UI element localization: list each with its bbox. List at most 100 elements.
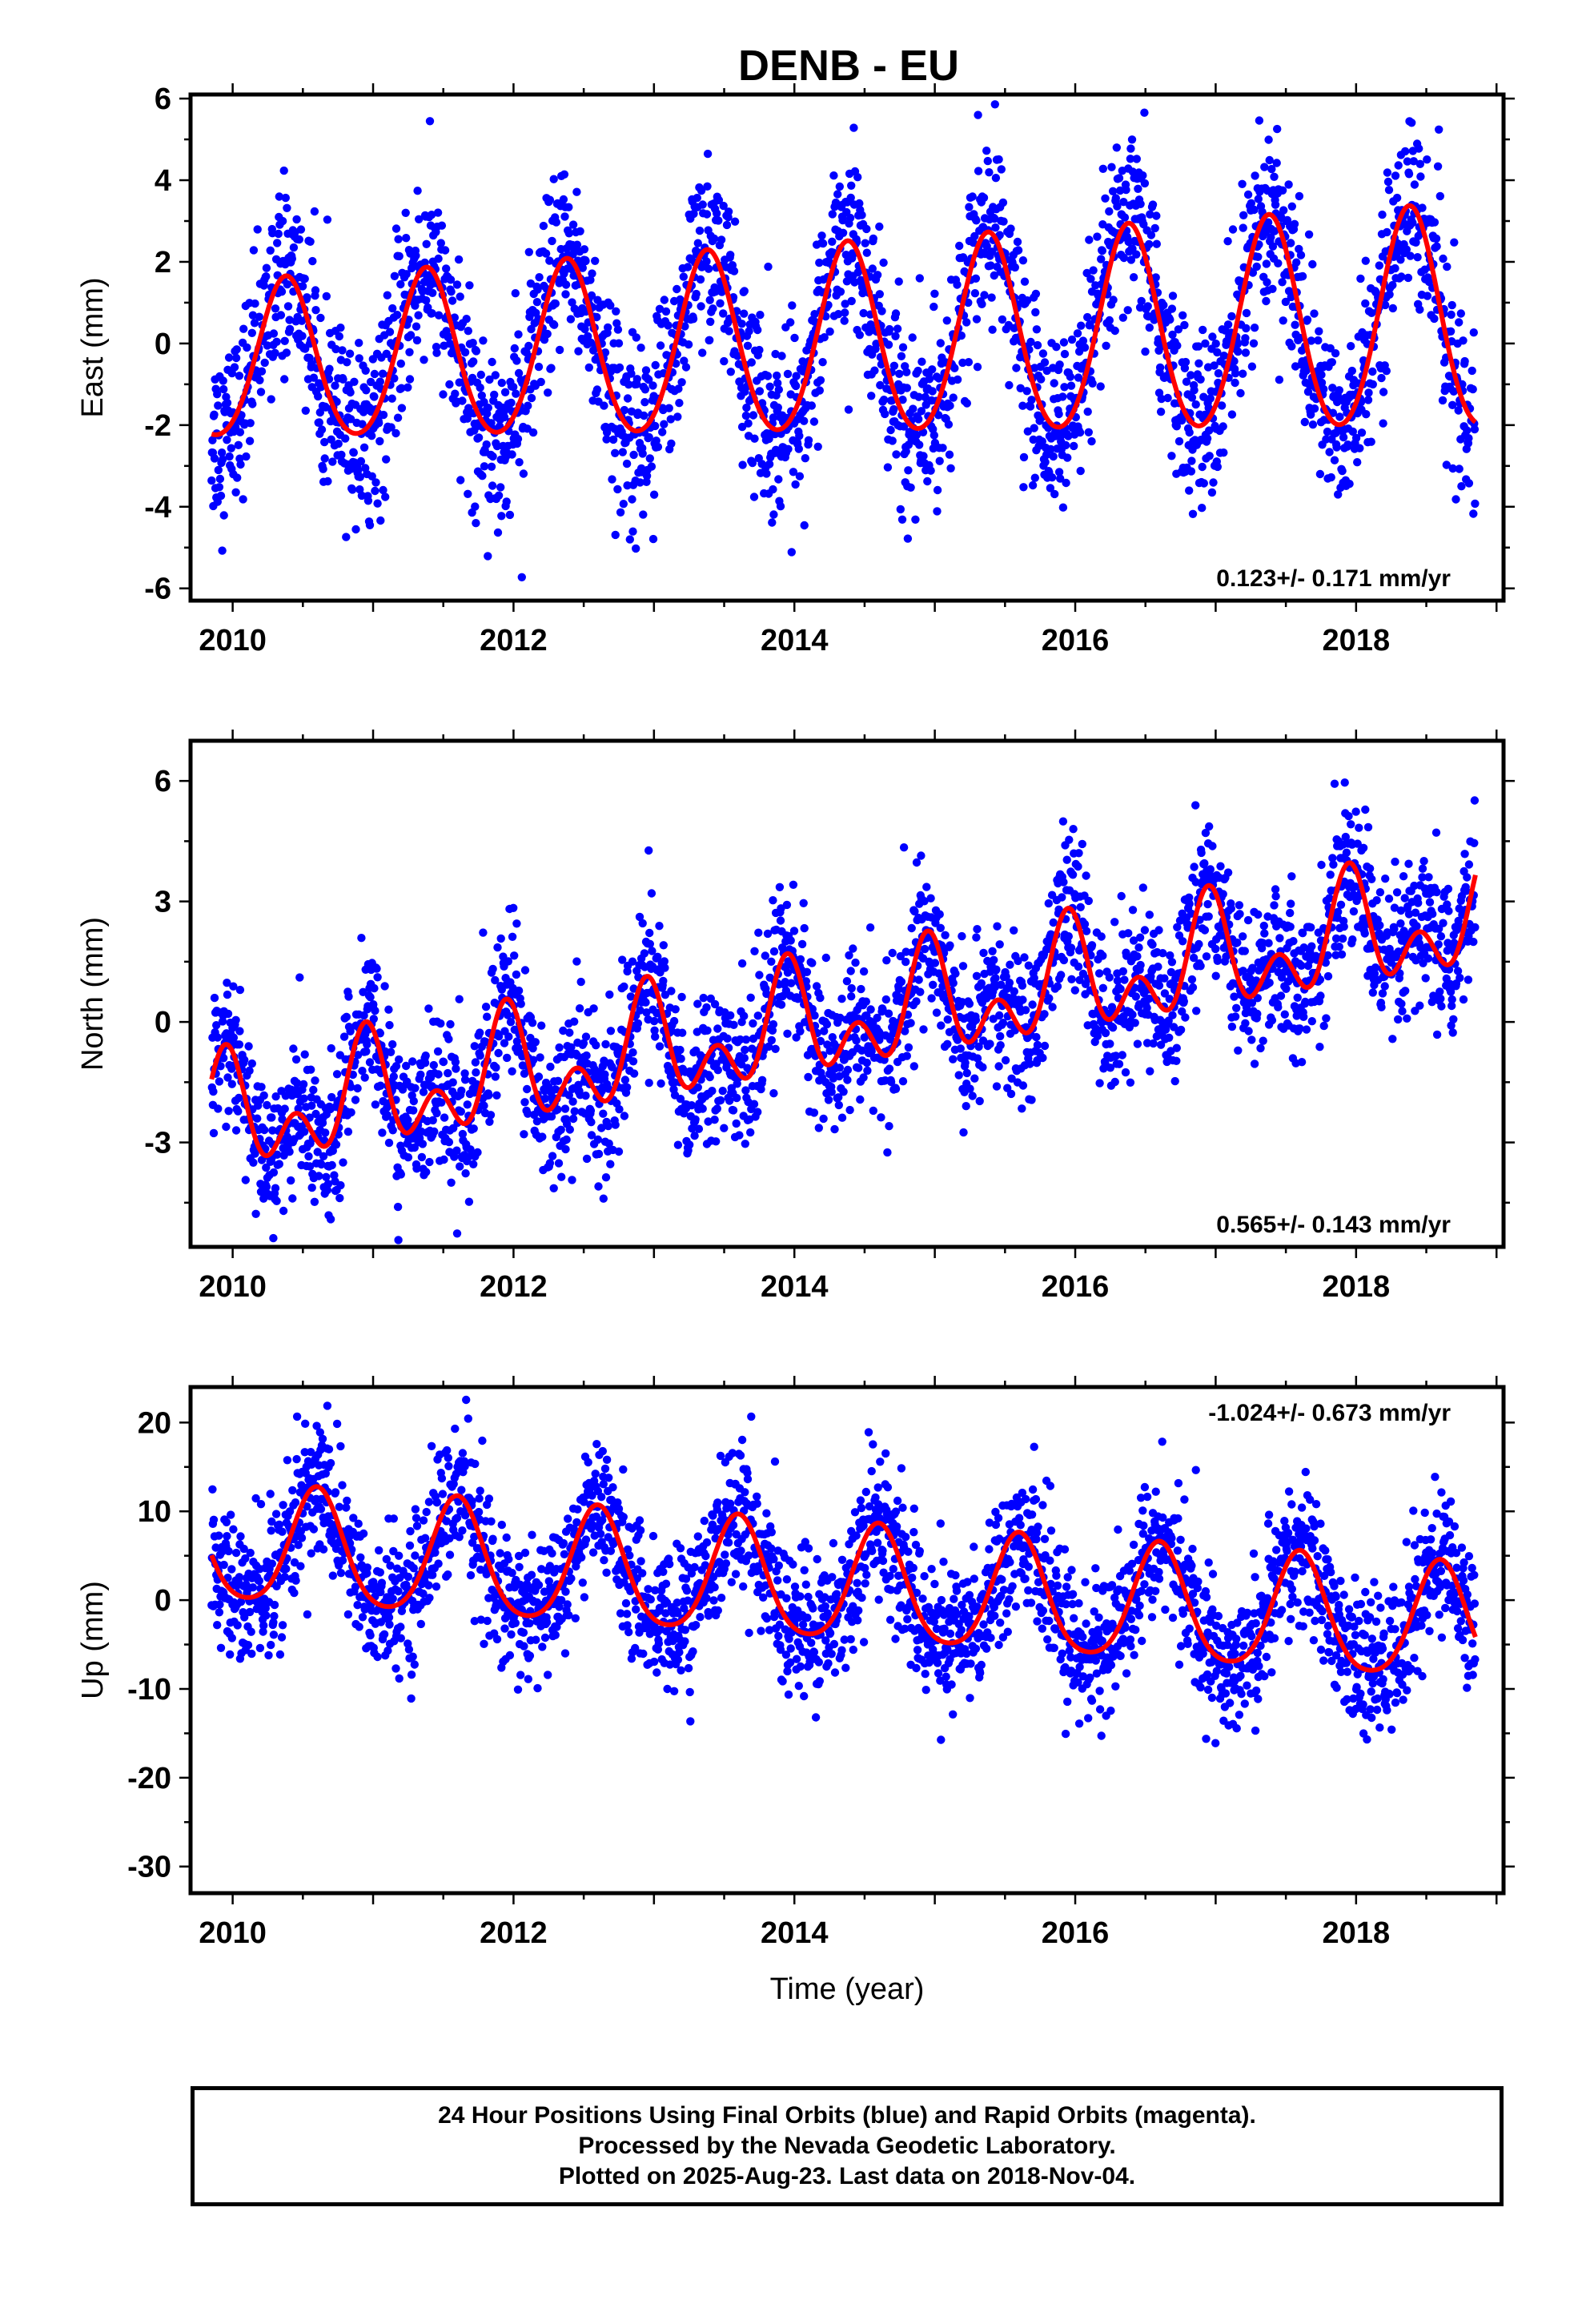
data-point (1119, 253, 1129, 263)
data-point (1327, 358, 1337, 367)
data-point (365, 1058, 375, 1067)
data-point (334, 439, 343, 448)
data-point (1123, 306, 1132, 315)
data-point (584, 363, 593, 372)
data-point (1447, 310, 1456, 320)
data-point (808, 1004, 817, 1014)
data-point (303, 293, 311, 302)
data-point (243, 343, 251, 352)
data-point (1052, 343, 1061, 352)
data-point (710, 999, 720, 1009)
data-point (412, 251, 420, 260)
data-point (307, 1101, 316, 1110)
data-point (219, 384, 228, 394)
data-point (468, 339, 477, 348)
data-point (500, 1039, 509, 1047)
data-point (677, 992, 686, 1002)
data-point (506, 1018, 516, 1027)
data-point (1455, 464, 1464, 473)
data-point (326, 1215, 335, 1224)
data-point (835, 182, 845, 191)
data-point (910, 907, 919, 916)
data-point (409, 1106, 418, 1115)
data-point (726, 1011, 735, 1020)
data-point (944, 420, 954, 429)
data-point (1353, 458, 1362, 467)
data-point (928, 387, 937, 396)
data-point (935, 910, 944, 919)
data-point (856, 1095, 865, 1104)
data-point (789, 468, 798, 476)
data-point (853, 173, 862, 182)
data-point (1233, 340, 1243, 348)
data-point (620, 405, 629, 415)
data-point (537, 1021, 546, 1030)
data-point (452, 1229, 462, 1238)
data-point (950, 364, 959, 372)
data-point (208, 436, 217, 444)
data-point (912, 430, 921, 440)
data-point (292, 1079, 302, 1088)
data-point (810, 310, 819, 319)
data-point (1334, 490, 1343, 499)
data-point (601, 1173, 611, 1182)
data-point (1032, 1032, 1041, 1042)
data-point (1097, 255, 1106, 263)
data-point (865, 923, 875, 932)
data-point (1176, 1025, 1186, 1035)
y-tick-label: -6 (144, 573, 171, 606)
data-point (847, 992, 856, 1001)
data-point (381, 493, 390, 501)
data-point (282, 348, 291, 357)
data-point (973, 925, 982, 934)
data-point (581, 1032, 591, 1041)
data-point (404, 383, 412, 392)
x-tick-label: 2014 (761, 624, 829, 657)
data-point (522, 348, 531, 357)
data-point (1018, 1081, 1028, 1090)
data-point (762, 469, 771, 478)
data-point (824, 1096, 833, 1104)
data-point (523, 424, 532, 433)
data-point (712, 1137, 721, 1146)
data-point (1145, 239, 1154, 249)
data-point (314, 392, 323, 401)
data-point (946, 941, 954, 950)
data-point (346, 1027, 355, 1036)
data-point (576, 227, 584, 235)
data-point (1139, 219, 1148, 229)
data-point (492, 441, 502, 451)
data-point (962, 399, 972, 408)
data-point (749, 493, 759, 501)
data-point (456, 1107, 465, 1116)
data-point (884, 1009, 893, 1018)
data-point (287, 1176, 295, 1185)
data-point (1114, 174, 1124, 183)
data-point (702, 210, 712, 219)
data-point (857, 1046, 866, 1055)
data-point (624, 380, 633, 389)
data-point (649, 1016, 659, 1026)
data-point (1186, 371, 1195, 380)
data-point (504, 1011, 512, 1019)
data-point (748, 458, 757, 468)
data-point (428, 1116, 437, 1125)
data-point (753, 325, 762, 335)
data-point (998, 198, 1008, 207)
data-point (1204, 404, 1213, 412)
data-point (520, 1130, 528, 1139)
data-point (1315, 469, 1325, 479)
data-point (212, 1021, 221, 1030)
data-point (1016, 384, 1025, 392)
data-point (485, 375, 494, 384)
data-point (572, 240, 582, 249)
data-point (1392, 193, 1402, 203)
data-point (251, 1209, 260, 1219)
data-point (480, 1101, 488, 1110)
data-point (1140, 179, 1150, 188)
data-point (548, 236, 556, 246)
data-point (397, 384, 406, 392)
data-point (648, 534, 658, 544)
data-point (1174, 436, 1184, 446)
data-point (369, 1000, 378, 1009)
